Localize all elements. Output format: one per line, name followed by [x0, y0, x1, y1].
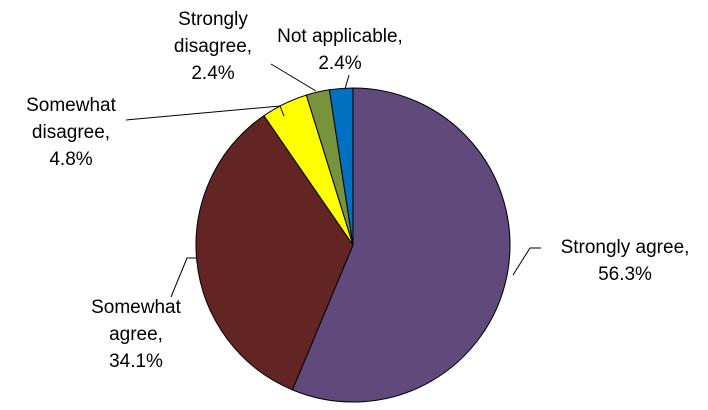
slice-name-text: Somewhat — [91, 297, 181, 318]
slice-name-text: disagree, — [32, 122, 110, 143]
slice-name-text: Strongly — [178, 9, 248, 30]
data-label-strongly-agree: Strongly agree, 56.3% — [561, 237, 690, 285]
slice-name-text: agree, — [109, 324, 163, 345]
data-label-not-applicable: Not applicable, 2.4% — [277, 26, 403, 74]
slice-value-text: 2.4% — [318, 53, 361, 74]
leader-line-strongly-disagree — [270, 63, 317, 92]
data-labels: Strongly agree,56.3%Somewhatagree,34.1%S… — [26, 9, 689, 372]
slice-name-text: disagree, — [174, 36, 252, 57]
leader-line-strongly-agree — [512, 247, 541, 276]
leader-line-somewhat-disagree — [125, 105, 285, 121]
slice-value-text: 56.3% — [598, 264, 652, 285]
slice-name-text: Not applicable, — [277, 26, 403, 47]
slice-value-text: 4.8% — [49, 149, 92, 170]
data-label-somewhat-agree: Somewhat agree, 34.1% — [91, 297, 181, 372]
slice-name-text: Strongly agree, — [561, 237, 690, 258]
pie-slice-not-applicable — [328, 87, 354, 246]
pie-slices — [195, 87, 511, 403]
data-label-strongly-disagree: Strongly disagree, 2.4% — [174, 9, 252, 84]
leader-line-not-applicable — [344, 74, 350, 90]
pie-slice-somewhat-agree — [195, 115, 354, 391]
slice-name-text: Somewhat — [26, 95, 116, 116]
leader-line-somewhat-agree — [170, 257, 196, 298]
pie-slice-strongly-agree — [291, 87, 511, 403]
slice-value-text: 34.1% — [109, 351, 163, 372]
data-label-somewhat-disagree: Somewhat disagree, 4.8% — [26, 95, 116, 170]
slice-value-text: 2.4% — [191, 63, 234, 84]
leader-lines — [125, 63, 541, 298]
